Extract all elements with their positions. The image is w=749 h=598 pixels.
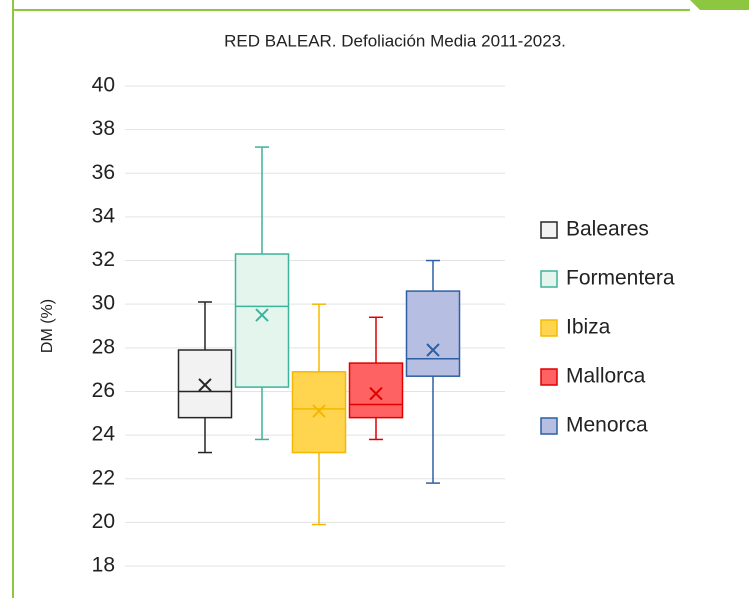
y-tick-label: 32 [92, 248, 115, 271]
y-axis-label: DM (%) [39, 299, 56, 353]
mean-marker [426, 343, 440, 357]
box [234, 253, 290, 388]
corner-decoration [690, 0, 749, 10]
legend-label: Formentera [566, 267, 675, 290]
y-tick-label: 28 [92, 335, 115, 358]
y-tick-label: 40 [92, 74, 115, 97]
legend-label: Baleares [566, 218, 649, 241]
y-tick-label: 18 [92, 554, 115, 577]
mean-marker [198, 378, 212, 392]
legend-swatch [540, 319, 558, 337]
legend-label: Ibiza [566, 316, 611, 339]
mean-marker [255, 308, 269, 322]
legend-swatch [540, 270, 558, 288]
y-tick-label: 30 [92, 292, 115, 315]
y-tick-label: 22 [92, 466, 115, 489]
chart-title: RED BALEAR. Defoliación Media 2011-2023. [224, 31, 566, 50]
box [348, 362, 404, 419]
mean-marker [369, 386, 383, 401]
legend-label: Mallorca [566, 365, 646, 388]
y-tick-label: 34 [92, 204, 116, 227]
box [405, 290, 461, 377]
legend-swatch [540, 368, 558, 386]
legend-swatch [540, 417, 558, 435]
mean-marker [312, 404, 326, 418]
legend-swatch [540, 221, 558, 239]
legend-label: Menorca [566, 414, 648, 437]
y-tick-label: 26 [92, 379, 115, 402]
y-tick-label: 20 [92, 510, 115, 533]
y-tick-label: 38 [92, 117, 115, 140]
y-tick-label: 36 [92, 161, 115, 184]
y-tick-label: 24 [92, 423, 116, 446]
